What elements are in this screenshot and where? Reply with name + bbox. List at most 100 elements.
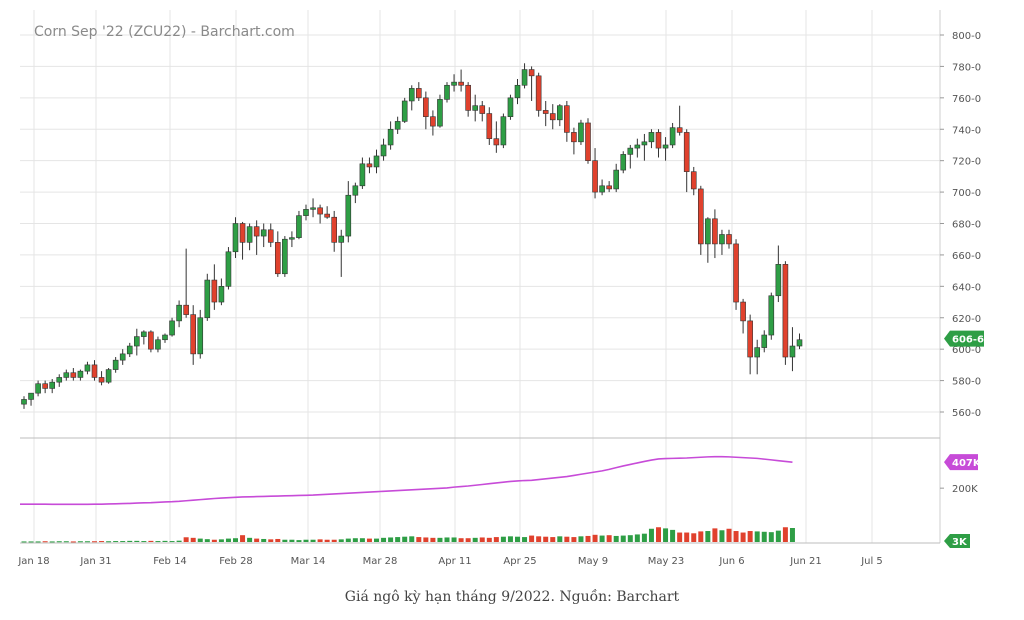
candle-body xyxy=(719,234,725,245)
candle xyxy=(253,220,260,255)
candle-body xyxy=(423,97,429,117)
volume-bar xyxy=(507,536,513,542)
candle xyxy=(705,217,711,263)
volume-bar xyxy=(225,538,231,542)
volume-bar xyxy=(754,531,760,542)
candle-body xyxy=(70,372,77,378)
x-tick-label: Apr 11 xyxy=(438,556,471,567)
candle-body xyxy=(373,155,380,168)
candle-body xyxy=(437,99,443,127)
volume-bar xyxy=(395,537,401,542)
volume-bar xyxy=(543,536,549,542)
candle-body xyxy=(479,105,486,114)
candle xyxy=(35,380,41,397)
candle xyxy=(712,209,718,259)
candle xyxy=(430,110,436,136)
candlestick-chart: 800-0 780-0 760-0 740-0 720-0 700-0 680-0 660-0… xyxy=(17,10,984,567)
volume-bar xyxy=(289,539,295,542)
candle xyxy=(84,361,91,375)
volume-bar xyxy=(141,541,147,543)
candle-body xyxy=(465,84,471,111)
volume-bar xyxy=(648,528,654,542)
candle-body xyxy=(155,339,161,350)
candle-body xyxy=(63,372,70,378)
x-tick-label: Jun 6 xyxy=(718,556,744,567)
volume-bar xyxy=(500,536,506,542)
candle-body xyxy=(218,286,225,303)
candle-body xyxy=(119,353,126,361)
candle-body xyxy=(444,84,450,100)
volume-bar xyxy=(338,539,344,542)
volume-bar xyxy=(345,538,351,542)
candle-body xyxy=(493,138,500,146)
candle-body xyxy=(366,163,373,168)
candle-body xyxy=(549,113,556,121)
candle xyxy=(197,309,204,359)
volume-bar xyxy=(627,535,633,542)
volume-bar xyxy=(183,537,189,542)
volume-bar xyxy=(42,541,48,543)
candle xyxy=(542,100,549,127)
volume-bar xyxy=(726,528,732,542)
volume-bar xyxy=(444,537,450,542)
candle xyxy=(282,236,288,277)
candle xyxy=(345,181,352,243)
candle-body xyxy=(705,218,711,245)
volume-bar xyxy=(56,541,62,543)
candle-body xyxy=(528,69,535,77)
candle-body xyxy=(500,116,507,146)
candle xyxy=(239,221,246,260)
candle xyxy=(289,231,295,248)
volume-bar xyxy=(641,533,647,542)
volume-bar xyxy=(247,537,253,542)
volume-bar xyxy=(296,540,302,542)
candle xyxy=(21,396,27,409)
candle-body xyxy=(148,331,154,350)
candle xyxy=(437,94,443,128)
volume-bar xyxy=(719,530,725,542)
candle-body xyxy=(578,122,584,143)
candle xyxy=(465,82,471,117)
volume-bar xyxy=(359,538,365,542)
candle xyxy=(70,368,77,381)
candle-body xyxy=(105,369,112,383)
y-tick-label: 620-0 xyxy=(952,314,981,325)
candle-body xyxy=(274,242,281,275)
figure-caption: Giá ngô kỳ hạn tháng 9/2022. Nguồn: Barc… xyxy=(344,589,680,605)
candle-body xyxy=(225,251,232,287)
volume-bar xyxy=(70,541,76,543)
volume-tag-label: 3K xyxy=(952,537,968,548)
candle xyxy=(789,327,796,372)
y-tick-label: 740-0 xyxy=(952,125,981,136)
candle xyxy=(119,349,126,365)
candle xyxy=(535,72,542,117)
open-interest-tag: 407K xyxy=(944,454,982,471)
candle xyxy=(169,317,175,337)
x-tick-label: Mar 14 xyxy=(291,556,326,567)
grid-lines xyxy=(20,10,940,543)
candle-body xyxy=(324,213,330,218)
candle-body xyxy=(472,105,479,111)
candle xyxy=(423,91,429,130)
volume-bar xyxy=(218,539,224,542)
y-tick-label: 800-0 xyxy=(952,31,981,42)
volume-bar xyxy=(529,535,535,542)
volume-bar xyxy=(261,538,267,542)
volume-bar xyxy=(381,537,387,542)
last-price-tag-label: 606-6 xyxy=(952,335,984,346)
candle-body xyxy=(112,359,119,370)
volume-bar xyxy=(374,538,379,542)
candle-body xyxy=(232,223,239,253)
x-tick-label: Jul 5 xyxy=(860,556,883,567)
candle xyxy=(387,121,394,150)
candle-body xyxy=(796,339,803,347)
candle-body xyxy=(303,209,309,216)
candle xyxy=(112,357,119,373)
candle xyxy=(648,129,655,149)
candle xyxy=(91,360,98,381)
candle-body xyxy=(641,141,648,146)
candle xyxy=(162,333,168,343)
volume-bar xyxy=(423,537,429,542)
volume-bar xyxy=(155,541,161,543)
candle xyxy=(549,104,556,130)
